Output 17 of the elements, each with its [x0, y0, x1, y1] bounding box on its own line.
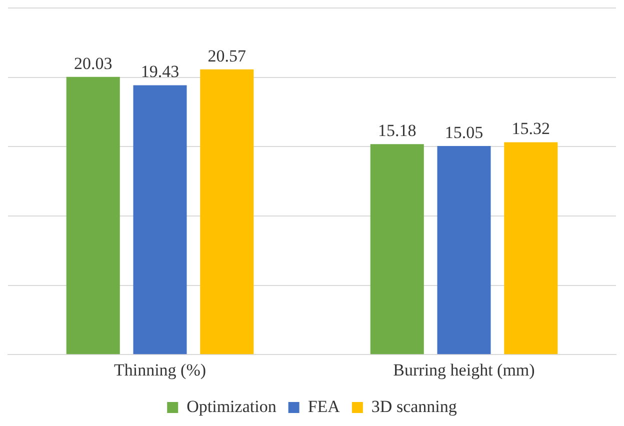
- data-label: 15.18: [378, 121, 416, 140]
- bar: [66, 76, 120, 354]
- data-label: 20.03: [74, 54, 112, 73]
- x-tick-label: Thinning (%): [114, 360, 206, 380]
- data-label: 15.32: [512, 119, 550, 138]
- bar: [437, 146, 491, 354]
- data-label: 19.43: [140, 62, 180, 82]
- bar: [200, 69, 254, 354]
- legend-label: FEA: [308, 396, 341, 416]
- legend-label: 3D scanning: [371, 396, 458, 416]
- bar: [504, 142, 558, 354]
- bar: [370, 144, 424, 354]
- legend-label: Optimization: [186, 396, 277, 416]
- data-label: 15.05: [444, 122, 484, 142]
- bar: [133, 85, 187, 354]
- x-tick-label: Burring height (mm): [393, 360, 535, 380]
- data-label: 20.57: [208, 46, 247, 66]
